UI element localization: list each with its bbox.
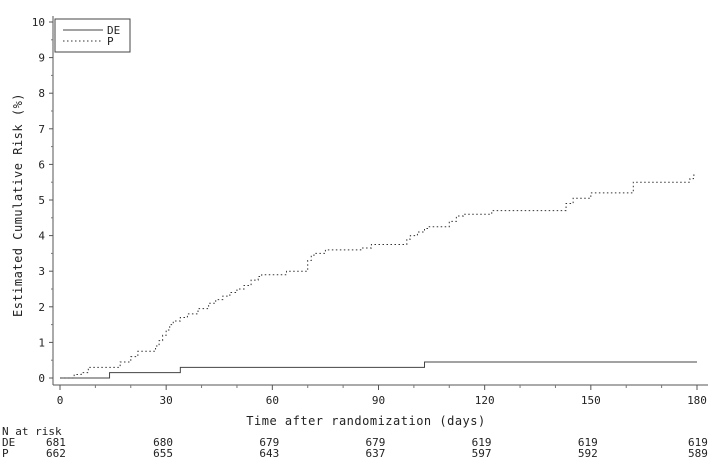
at-risk-value: 619 <box>688 436 708 449</box>
series-line-p <box>60 174 697 379</box>
x-tick-label: 180 <box>687 394 707 407</box>
legend-box <box>54 18 131 53</box>
at-risk-value: 680 <box>153 436 173 449</box>
y-tick-label: 9 <box>38 52 45 65</box>
at-risk-value: 619 <box>578 436 598 449</box>
at-risk-values: 681 680 679 679 619 619 619 662 655 643 637 597 592 5… <box>46 436 708 459</box>
y-tick-label: 3 <box>38 265 45 278</box>
at-risk-value: 589 <box>688 447 708 459</box>
at-risk-value: 597 <box>472 447 492 459</box>
y-tick-label: 10 <box>32 16 45 29</box>
at-risk-title: N at risk <box>2 425 62 438</box>
at-risk-value: 619 <box>472 436 492 449</box>
at-risk-value: 662 <box>46 447 66 459</box>
y-tick-label: 1 <box>38 336 45 349</box>
x-tick-label: 150 <box>581 394 601 407</box>
x-tick-label: 120 <box>475 394 495 407</box>
at-risk-value: 643 <box>259 447 279 459</box>
y-tick-label: 5 <box>38 194 45 207</box>
at-risk-row-label-de: DE <box>2 436 15 449</box>
at-risk-value: 637 <box>366 447 386 459</box>
x-tick-label: 90 <box>372 394 385 407</box>
at-risk-value: 592 <box>578 447 598 459</box>
at-risk-value: 681 <box>46 436 66 449</box>
legend-label-de: DE <box>107 24 120 37</box>
y-ticks: 0 1 2 3 4 5 6 7 8 9 10 <box>32 16 53 385</box>
x-tick-label: 60 <box>266 394 279 407</box>
series-group <box>60 174 697 379</box>
at-risk-value: 679 <box>259 436 279 449</box>
y-tick-label: 8 <box>38 87 45 100</box>
y-axis-title: Estimated Cumulative Risk (%) <box>11 93 25 317</box>
at-risk-row-label-p: P <box>2 447 9 459</box>
y-tick-label: 4 <box>38 230 45 243</box>
y-tick-label: 2 <box>38 301 45 314</box>
legend: DE P <box>54 18 131 53</box>
legend-label-p: P <box>107 35 114 48</box>
at-risk-value: 655 <box>153 447 173 459</box>
y-tick-label: 7 <box>38 123 45 136</box>
at-risk-value: 679 <box>366 436 386 449</box>
x-ticks: 0 30 60 90 120 150 180 <box>57 385 707 407</box>
x-tick-label: 0 <box>57 394 64 407</box>
series-line-de <box>60 361 697 379</box>
x-tick-label: 30 <box>160 394 173 407</box>
y-tick-label: 0 <box>38 372 45 385</box>
y-tick-label: 6 <box>38 158 45 171</box>
x-axis-title: Time after randomization (days) <box>246 414 485 428</box>
